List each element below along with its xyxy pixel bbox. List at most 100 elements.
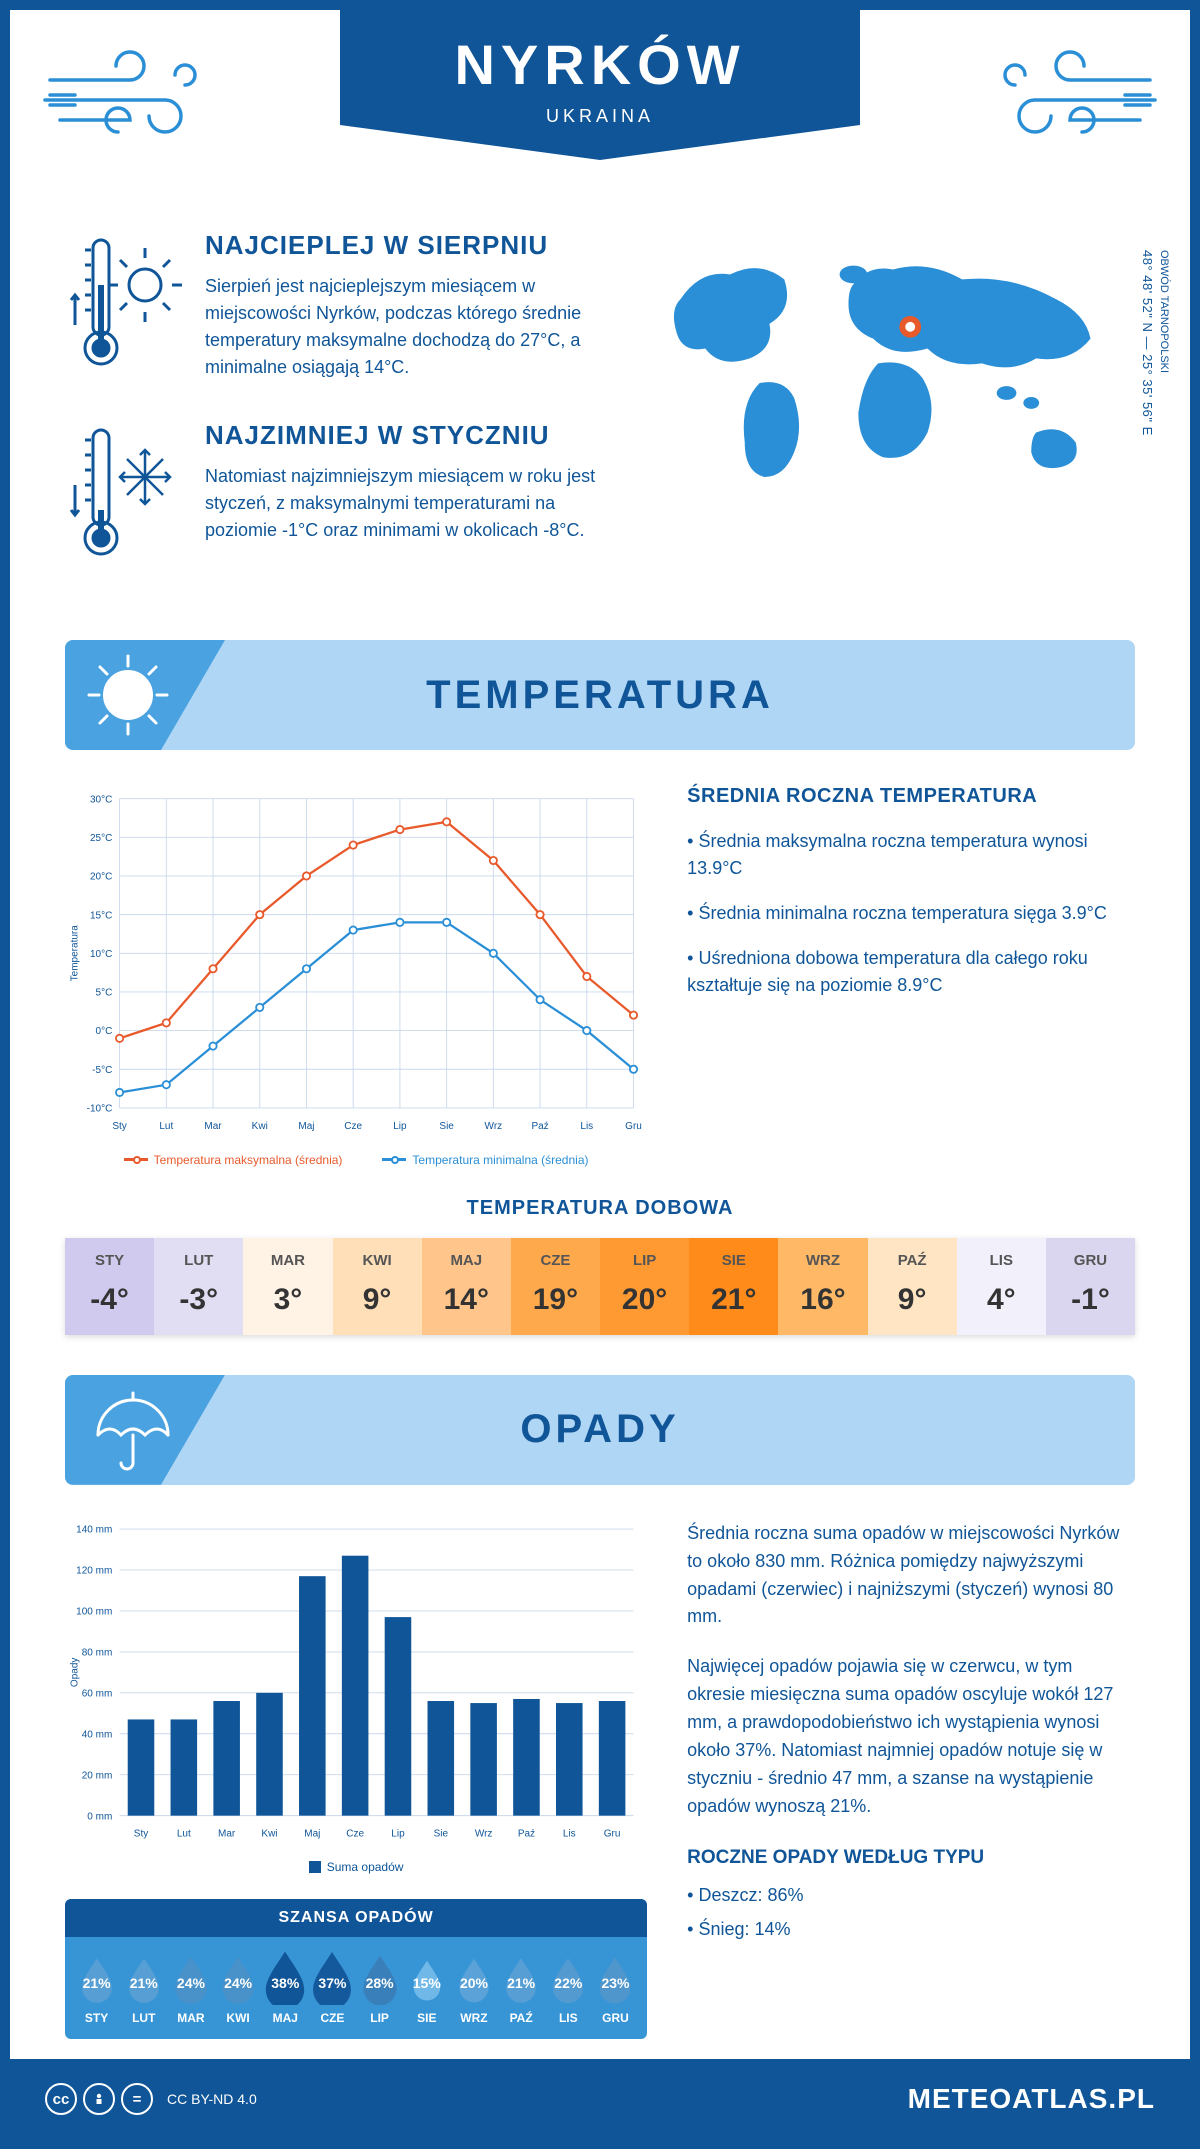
precip-left: 0 mm20 mm40 mm60 mm80 mm100 mm120 mm140 …	[65, 1520, 647, 2039]
svg-text:Wrz: Wrz	[475, 1828, 493, 1839]
region-label: OBWÓD TARNOPOLSKI	[1158, 250, 1170, 373]
sun-icon	[83, 650, 173, 740]
chance-item: 15% SIE	[404, 1951, 450, 2025]
svg-text:0 mm: 0 mm	[87, 1811, 112, 1822]
svg-text:Sie: Sie	[439, 1121, 454, 1132]
svg-text:100 mm: 100 mm	[76, 1606, 112, 1617]
precip-body: 0 mm20 mm40 mm60 mm80 mm100 mm120 mm140 …	[10, 1485, 1190, 2059]
daily-temp-cell: KWI9°	[333, 1238, 422, 1335]
precip-type-title: ROCZNE OPADY WEDŁUG TYPU	[687, 1843, 1135, 1872]
svg-text:Wrz: Wrz	[485, 1121, 503, 1132]
temp-legend: Temperatura maksymalna (średnia) Tempera…	[65, 1153, 647, 1167]
umbrella-icon	[83, 1385, 173, 1475]
svg-text:Sie: Sie	[434, 1828, 449, 1839]
chance-item: 20% WRZ	[451, 1951, 497, 2025]
wind-icon-right	[980, 40, 1160, 160]
daily-temp-cell: GRU-1°	[1046, 1238, 1135, 1335]
precip-legend: Suma opadów	[65, 1860, 647, 1874]
brand: METEOATLAS.PL	[908, 2083, 1155, 2115]
legend-min: Temperatura minimalna (średnia)	[412, 1153, 588, 1167]
svg-text:Mar: Mar	[204, 1121, 222, 1132]
intro-right: 48° 48' 52" N — 25° 35' 56" E OBWÓD TARN…	[641, 230, 1135, 610]
svg-text:140 mm: 140 mm	[76, 1524, 112, 1535]
temp-info-title: ŚREDNIA ROCZNA TEMPERATURA	[687, 785, 1135, 808]
chance-item: 24% KWI	[215, 1951, 261, 2025]
svg-text:25°C: 25°C	[90, 833, 112, 844]
city-title: NYRKÓW	[340, 32, 860, 97]
chance-item: 21% LUT	[121, 1951, 167, 2025]
precip-legend-label: Suma opadów	[327, 1860, 404, 1874]
chance-item: 22% LIS	[545, 1951, 591, 2025]
daily-temp-cell: WRZ16°	[778, 1238, 867, 1335]
chance-item: 37% CZE	[309, 1951, 355, 2025]
precip-right: Średnia roczna suma opadów w miejscowośc…	[687, 1520, 1135, 2039]
svg-text:Maj: Maj	[298, 1121, 314, 1132]
svg-text:Opady: Opady	[70, 1657, 81, 1686]
page: NYRKÓW UKRAINA	[0, 0, 1200, 2149]
svg-text:Lut: Lut	[177, 1828, 191, 1839]
chance-box: SZANSA OPADÓW 21% STY 21% LUT	[65, 1899, 647, 2039]
svg-text:-5°C: -5°C	[92, 1065, 112, 1076]
precip-section-header: OPADY	[65, 1375, 1135, 1485]
svg-text:Lut: Lut	[159, 1121, 173, 1132]
svg-text:Sty: Sty	[112, 1121, 126, 1132]
by-icon	[83, 2083, 115, 2115]
svg-text:Maj: Maj	[304, 1828, 320, 1839]
chance-item: 24% MAR	[168, 1951, 214, 2025]
svg-text:Paź: Paź	[518, 1828, 535, 1839]
cold-body: Natomiast najzimniejszym miesiącem w rok…	[205, 463, 611, 544]
thermometer-cold-icon	[65, 420, 185, 570]
hot-title: NAJCIEPLEJ W SIERPNIU	[205, 230, 611, 261]
chance-item: 38% MAJ	[262, 1951, 308, 2025]
svg-text:Gru: Gru	[625, 1121, 642, 1132]
svg-text:Mar: Mar	[218, 1828, 236, 1839]
nd-icon: =	[121, 2083, 153, 2115]
daily-temp-cell: PAŹ9°	[868, 1238, 957, 1335]
daily-temp-cell: STY-4°	[65, 1238, 154, 1335]
svg-text:10°C: 10°C	[90, 949, 112, 960]
daily-temp-cell: CZE19°	[511, 1238, 600, 1335]
svg-text:0°C: 0°C	[96, 1026, 113, 1037]
svg-text:30°C: 30°C	[90, 794, 112, 805]
cc-icons: cc =	[45, 2083, 153, 2115]
cold-title: NAJZIMNIEJ W STYCZNIU	[205, 420, 611, 451]
hot-body: Sierpień jest najcieplejszym miesiącem w…	[205, 273, 611, 381]
chance-title: SZANSA OPADÓW	[65, 1899, 647, 1937]
svg-text:Paź: Paź	[531, 1121, 548, 1132]
precip-para-2: Najwięcej opadów pojawia się w czerwcu, …	[687, 1653, 1135, 1820]
svg-text:120 mm: 120 mm	[76, 1565, 112, 1576]
svg-text:Gru: Gru	[604, 1828, 621, 1839]
daily-temp-grid: STY-4°LUT-3°MAR3°KWI9°MAJ14°CZE19°LIP20°…	[65, 1238, 1135, 1335]
cc-icon: cc	[45, 2083, 77, 2115]
svg-text:20 mm: 20 mm	[82, 1770, 113, 1781]
temperature-body: -10°C-5°C0°C5°C10°C15°C20°C25°C30°CStyLu…	[10, 750, 1190, 1182]
country-subtitle: UKRAINA	[340, 106, 860, 127]
precip-chart: 0 mm20 mm40 mm60 mm80 mm100 mm120 mm140 …	[65, 1520, 647, 1847]
temp-bullet-3: • Uśredniona dobowa temperatura dla całe…	[687, 945, 1135, 999]
chance-item: 28% LIP	[357, 1951, 403, 2025]
svg-text:Lip: Lip	[391, 1828, 405, 1839]
daily-temp-cell: MAJ14°	[422, 1238, 511, 1335]
world-map	[641, 230, 1135, 507]
svg-text:Temperatura: Temperatura	[70, 925, 81, 982]
precip-para-1: Średnia roczna suma opadów w miejscowośc…	[687, 1520, 1135, 1632]
intro-left: NAJCIEPLEJ W SIERPNIU Sierpień jest najc…	[65, 230, 611, 610]
daily-temp-cell: LIS4°	[957, 1238, 1046, 1335]
svg-text:Lis: Lis	[563, 1828, 576, 1839]
precip-snow: • Śnieg: 14%	[687, 1916, 1135, 1944]
daily-temp-cell: MAR3°	[243, 1238, 332, 1335]
svg-text:Sty: Sty	[134, 1828, 148, 1839]
svg-text:Lis: Lis	[580, 1121, 593, 1132]
title-banner: NYRKÓW UKRAINA	[340, 10, 860, 165]
footer: cc = CC BY-ND 4.0 METEOATLAS.PL	[10, 2059, 1190, 2139]
svg-text:Kwi: Kwi	[252, 1121, 268, 1132]
svg-text:Cze: Cze	[344, 1121, 362, 1132]
chance-item: 23% GRU	[592, 1951, 638, 2025]
svg-text:Lip: Lip	[393, 1121, 407, 1132]
svg-text:40 mm: 40 mm	[82, 1729, 113, 1740]
cold-block: NAJZIMNIEJ W STYCZNIU Natomiast najzimni…	[65, 420, 611, 575]
svg-text:15°C: 15°C	[90, 910, 112, 921]
daily-temp-title: TEMPERATURA DOBOWA	[10, 1197, 1190, 1220]
temp-bullet-2: • Średnia minimalna roczna temperatura s…	[687, 900, 1135, 927]
daily-temp-cell: LIP20°	[600, 1238, 689, 1335]
